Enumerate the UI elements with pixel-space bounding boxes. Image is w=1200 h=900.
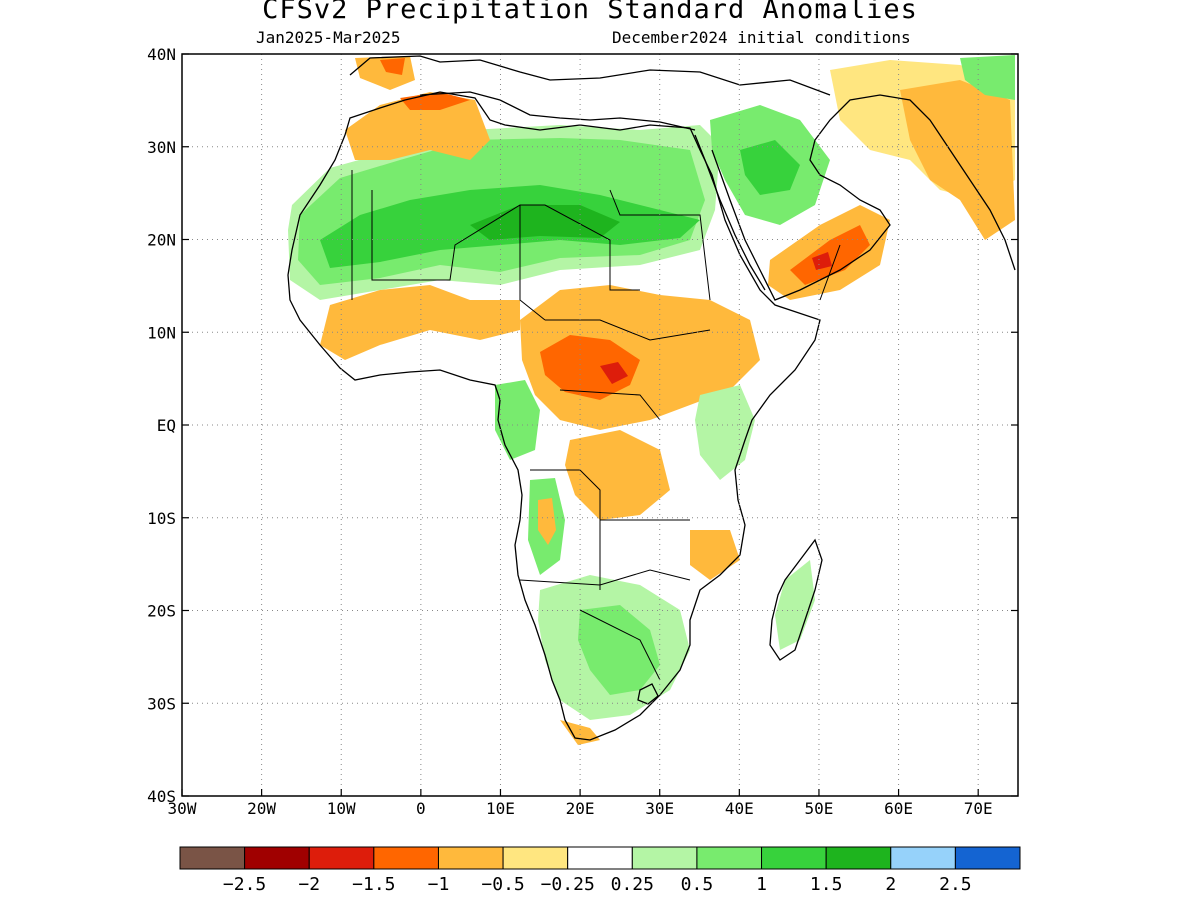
colorbar-swatch [244,846,310,870]
arabia-wet-core [740,140,800,195]
colorbar-swatch [308,846,375,870]
map-grid [182,54,1018,796]
y-tick-label: 20N [147,231,176,250]
x-tick-label: 20W [247,799,276,818]
x-tick-label: 60E [884,799,913,818]
colorbar-swatch [373,846,439,870]
chart-title: CFSv2 Precipitation Standard Anomalies [262,0,918,25]
y-tick-label: 30N [147,138,176,157]
west-africa-dry [320,285,520,360]
y-tick-label: 40S [147,787,176,806]
colorbar-swatch [825,846,892,870]
colorbar-label: −0.5 [481,874,524,895]
lesotho-outline [637,683,659,705]
colorbar-swatch [179,846,246,870]
congo-dry [565,430,670,520]
coastlines [287,55,1016,741]
madagascar-outline [769,538,823,661]
x-tick-label: 30W [168,799,197,818]
colorbar-swatch [567,846,633,870]
africa-coastline [287,91,821,741]
initial-conditions: December2024 initial conditions [612,28,911,47]
x-tick-label: 40E [725,799,754,818]
east-africa-wet [695,385,755,480]
europe-coast [349,55,831,96]
yemen-dry-deep [812,252,832,270]
arabia-coastline [711,94,1016,301]
anomaly-shading [288,55,1015,745]
x-tick-label: 30E [645,799,674,818]
map-axes: 30W 20W 10W 0 10E 20E 30E 40E 50E 60E 70E 40N 30N 20N… [147,45,1018,818]
mozambique-dry [690,530,740,580]
yemen-oman-dry-core [790,225,870,285]
x-tick-label: 20E [566,799,595,818]
colorbar-swatch [954,846,1021,870]
red-sea-coast [694,134,766,291]
y-tick-label: 30S [147,694,176,713]
colorbar-label: −2.5 [223,874,266,895]
maghreb-dry [345,92,490,160]
colorbar: −2.5 −2 −1.5 −1 −0.5 −0.25 0.25 0.5 1 1.5 2 2.5 [179,846,1021,895]
south-asia-wet [960,55,1015,100]
south-coast-dry [560,720,600,745]
colorbar-label: −1 [428,874,450,895]
colorbar-label: 0.5 [681,874,714,895]
colorbar-label: 2.5 [939,874,972,895]
x-tick-label: 50E [804,799,833,818]
colorbar-label: 1 [756,874,767,895]
colorbar-label: −0.25 [541,874,595,895]
colorbar-swatch [437,846,504,870]
colorbar-swatch [761,846,827,870]
gulf-guinea-wet [495,380,540,460]
angola-dry [538,498,556,545]
colorbar-swatch [696,846,763,870]
colorbar-label: 0.25 [611,874,654,895]
sahel-wet-deep [470,205,620,240]
colorbar-label: 1.5 [810,874,843,895]
iran-dry [900,80,1015,240]
y-tick-label: 20S [147,602,176,621]
central-africa-dry-core [600,362,628,384]
x-tick-label: 10E [486,799,515,818]
y-tick-label: 40N [147,45,176,64]
central-africa-dry-mid [540,335,640,400]
valid-period: Jan2025-Mar2025 [256,28,401,47]
x-tick-label: 70E [964,799,993,818]
iberia-dry-core [380,58,405,75]
med-africa-coast [419,91,696,131]
colorbar-swatch [890,846,956,870]
y-tick-label: EQ [157,416,176,435]
southern-africa-wet-mid [578,605,660,695]
colorbar-swatch [502,846,569,870]
colorbar-swatch [631,846,698,870]
x-tick-label: 10W [327,799,356,818]
x-tick-label: 0 [416,799,426,818]
colorbar-label: −1.5 [352,874,395,895]
colorbar-label: −2 [298,874,320,895]
madagascar-wet [775,560,815,650]
y-tick-label: 10N [147,323,176,342]
y-tick-label: 10S [147,509,176,528]
colorbar-label: 2 [885,874,896,895]
